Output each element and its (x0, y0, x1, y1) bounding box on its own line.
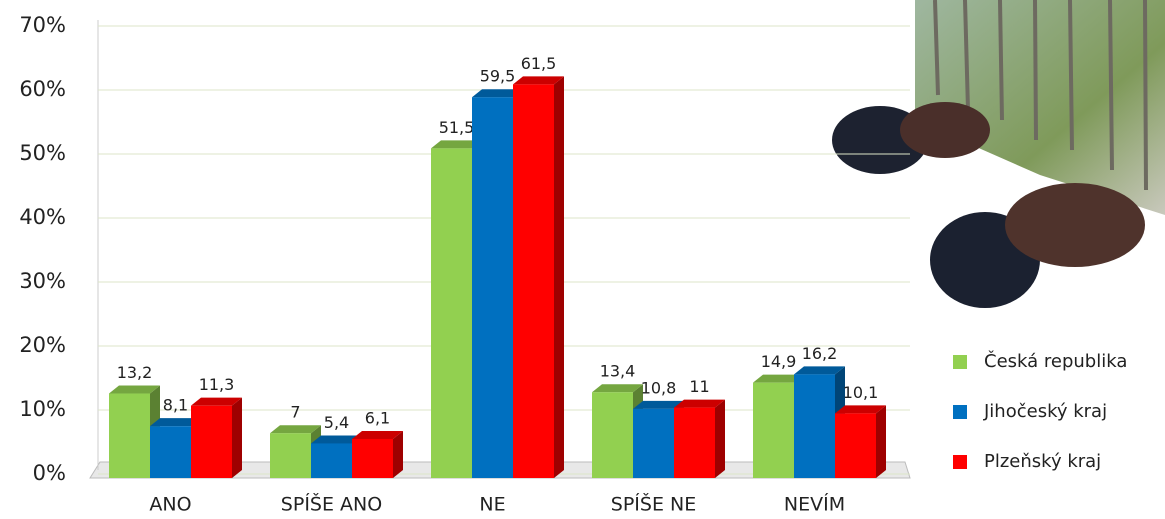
bar-top (592, 384, 643, 393)
bar-top (311, 435, 362, 444)
y-tick-label: 70% (19, 13, 66, 37)
bar (753, 382, 794, 478)
value-label: 59,5 (480, 67, 516, 86)
bar-top (794, 366, 845, 375)
bar-side (232, 397, 242, 478)
bar-top (835, 405, 886, 414)
bar (352, 438, 393, 478)
bar (633, 408, 674, 478)
bar (472, 97, 513, 478)
value-label: 11 (689, 377, 709, 396)
value-label: 7 (290, 403, 300, 422)
decor-photo (832, 0, 1165, 308)
bar-top (674, 399, 725, 408)
value-label: 11,3 (199, 375, 235, 394)
bar-top (270, 425, 321, 434)
y-tick-label: 0% (33, 461, 66, 485)
value-label: 16,2 (802, 344, 838, 363)
bar (150, 426, 191, 478)
value-label: 13,2 (117, 363, 153, 382)
value-label: 6,1 (365, 408, 390, 427)
legend-label: Plzeňský kraj (984, 451, 1101, 472)
value-label: 10,1 (843, 383, 879, 402)
value-label: 14,9 (761, 352, 797, 371)
legend-swatch (953, 355, 967, 369)
x-tick-label: NEVÍM (784, 493, 845, 516)
bar-top (191, 397, 242, 406)
y-tick-label: 30% (19, 269, 66, 293)
bar-side (393, 430, 403, 478)
bar-top (513, 76, 564, 85)
y-tick-label: 60% (19, 77, 66, 101)
bar-side (715, 399, 725, 478)
y-tick-label: 40% (19, 205, 66, 229)
bar (311, 443, 352, 478)
y-tick-label: 20% (19, 333, 66, 357)
value-label: 8,1 (163, 396, 188, 415)
bar (794, 374, 835, 478)
value-label: 61,5 (521, 54, 557, 73)
bar (674, 407, 715, 478)
value-label: 51,5 (439, 118, 475, 137)
bar (592, 392, 633, 478)
bar-top (753, 374, 804, 383)
bar-top (472, 89, 523, 98)
bar-top (150, 418, 201, 427)
y-tick-label: 50% (19, 141, 66, 165)
y-tick-label: 10% (19, 397, 66, 421)
bar-side (554, 76, 564, 479)
value-label: 10,8 (641, 378, 677, 397)
x-tick-label: SPÍŠE NE (611, 492, 696, 516)
legend-swatch (953, 455, 967, 469)
x-tick-label: SPÍŠE ANO (281, 492, 382, 516)
bar-top (109, 385, 160, 394)
x-tick-label: NE (479, 494, 505, 516)
value-label: 5,4 (324, 413, 349, 432)
legend-label: Jihočeský kraj (983, 401, 1107, 422)
value-label: 13,4 (600, 362, 636, 381)
bar-top (633, 400, 684, 409)
bar-top (431, 140, 482, 149)
bar (835, 413, 876, 478)
bar (270, 433, 311, 478)
bar (191, 405, 232, 478)
bar (513, 84, 554, 479)
bar-top (352, 430, 403, 439)
bar (431, 148, 472, 478)
bar-side (876, 405, 886, 478)
legend-label: Česká republika (984, 350, 1127, 372)
legend-swatch (953, 405, 967, 419)
x-tick-label: ANO (149, 494, 191, 516)
bar (109, 393, 150, 478)
